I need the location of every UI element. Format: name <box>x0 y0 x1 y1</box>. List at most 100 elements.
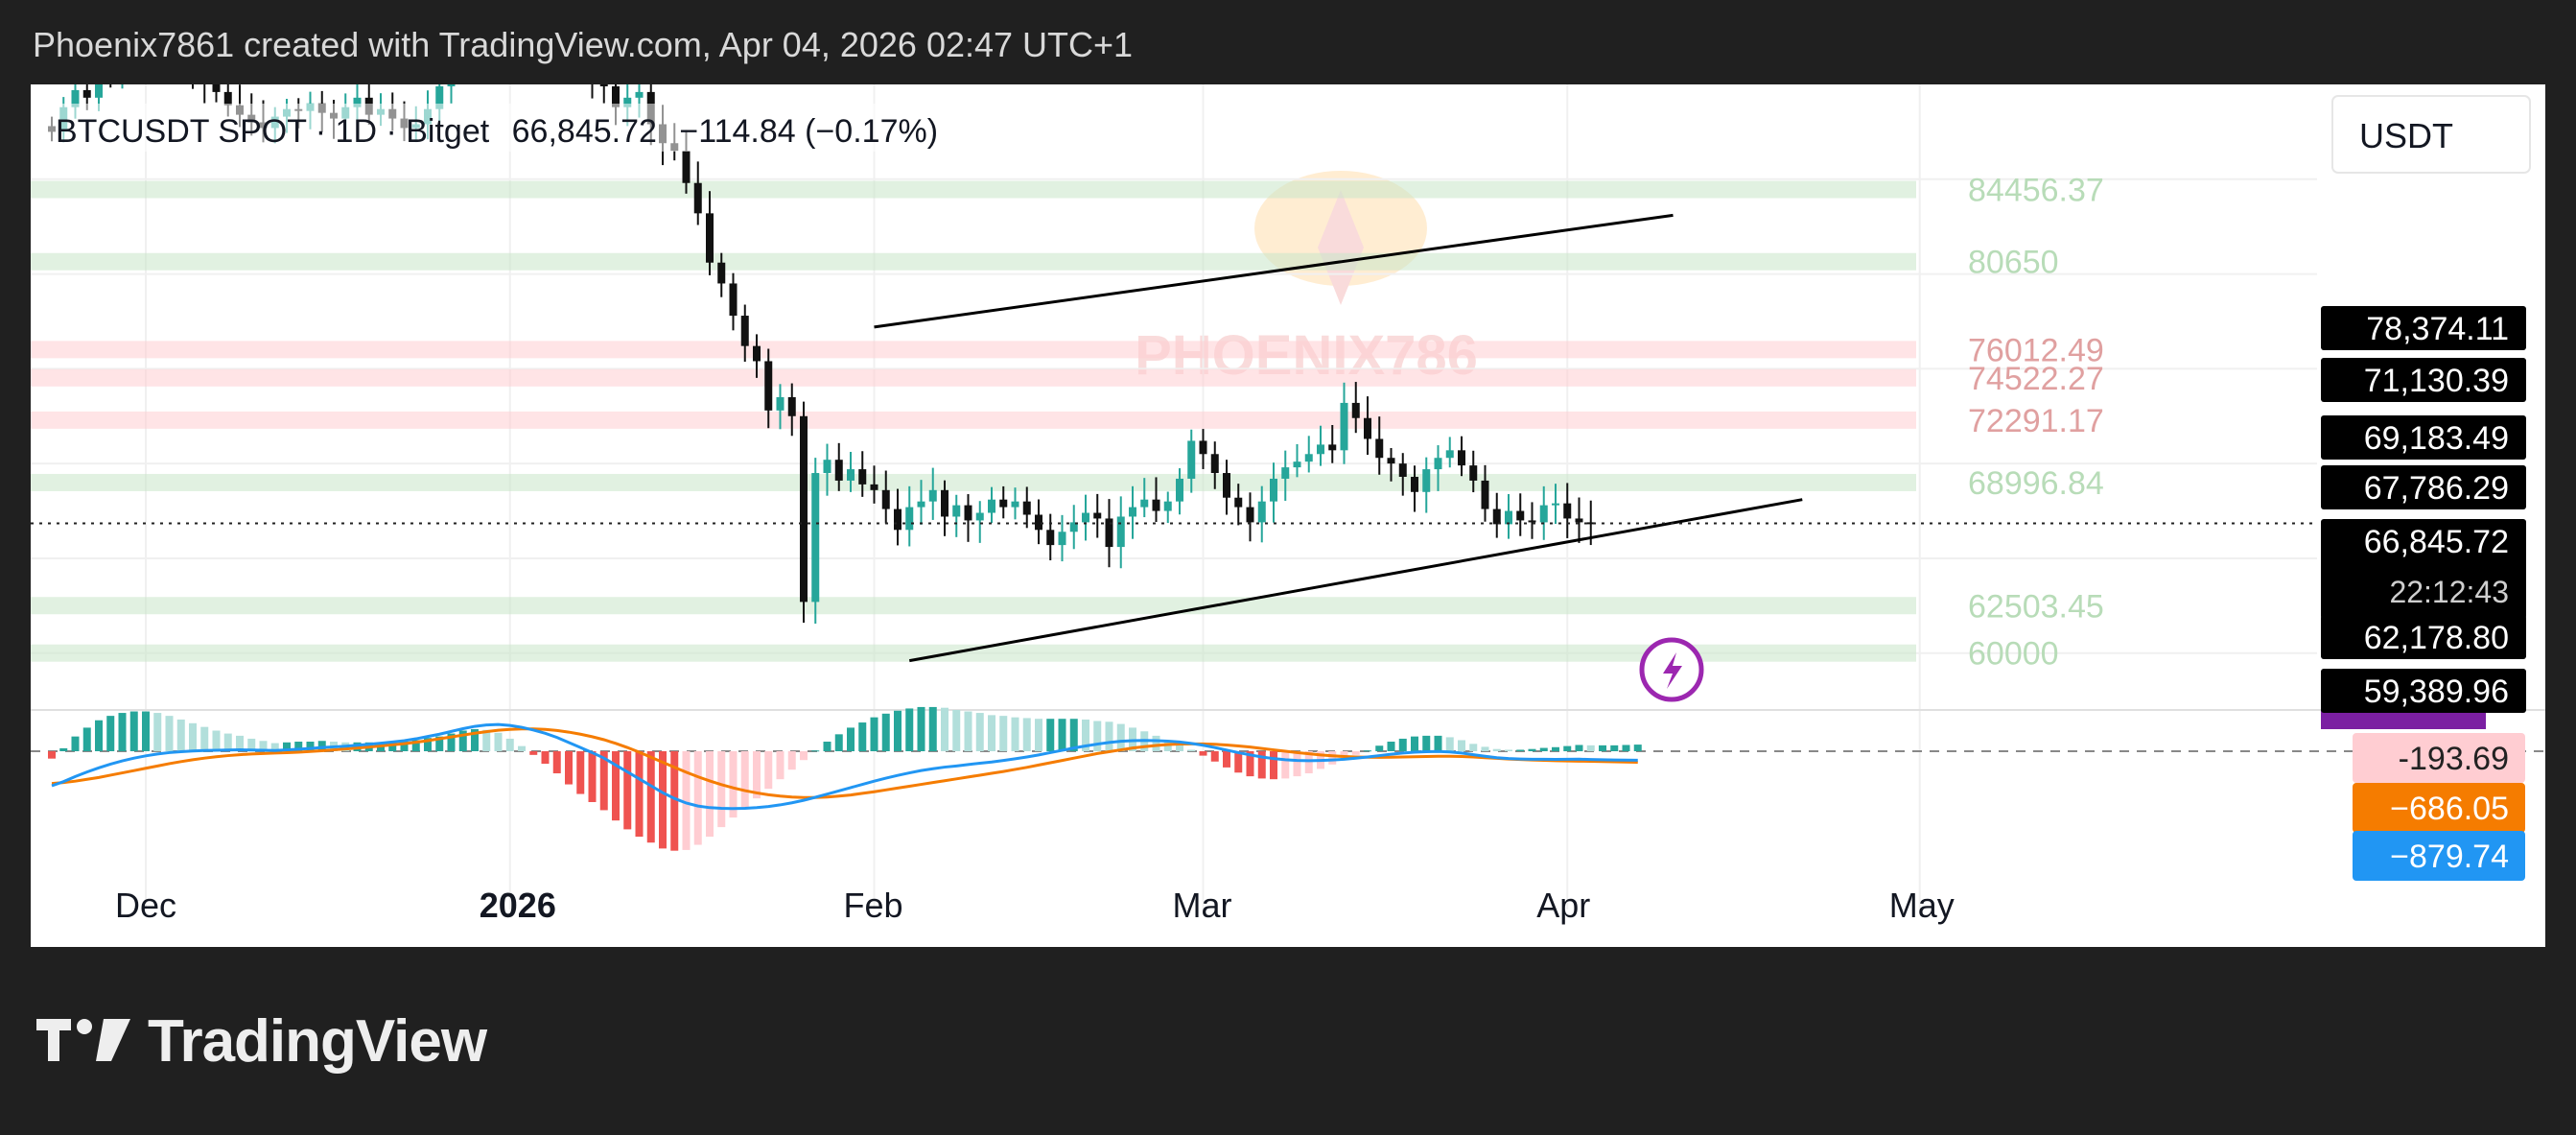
macd-histogram-bar <box>59 747 68 751</box>
candle-body <box>988 499 995 513</box>
level-label: 84456.37 <box>1968 173 2104 209</box>
candle-body <box>999 499 1008 508</box>
candle-body <box>706 213 714 263</box>
level-zone <box>31 644 1916 662</box>
macd-histogram-bar <box>270 743 279 751</box>
candle-body <box>1586 522 1595 525</box>
macd-histogram-bar <box>776 751 785 780</box>
candle-body <box>1093 512 1102 519</box>
candle-body <box>764 361 773 411</box>
level-zone <box>31 411 1916 429</box>
candle-body <box>623 97 632 107</box>
macd-histogram-bar <box>71 736 80 751</box>
time-tick-mar: Mar <box>1173 886 1232 925</box>
candle-body <box>1246 507 1254 523</box>
candle-body <box>753 345 761 362</box>
candle-body <box>1210 454 1219 474</box>
candle-body <box>881 489 890 509</box>
legend-symbol[interactable]: BTCUSDT SPOT · 1D · Bitget 66,845.72 −11… <box>56 113 938 150</box>
macd-value-tag <box>2353 733 2525 783</box>
macd-histogram-bar <box>870 717 878 751</box>
price-tag-bg <box>2321 358 2526 402</box>
macd-histogram-bar <box>518 745 526 751</box>
macd-histogram-bar <box>1152 735 1160 751</box>
price-tag-bg <box>2321 306 2526 350</box>
candle-body <box>975 512 984 521</box>
macd-histogram-bar <box>142 711 150 751</box>
macd-histogram-bar <box>106 716 115 751</box>
macd-histogram-bar <box>176 719 185 751</box>
macd-histogram-bar <box>1599 745 1606 751</box>
currency-button[interactable]: USDT <box>2331 95 2531 174</box>
chart-frame[interactable]: PHOENIX786 84456.378065076012.4974522.27… <box>31 84 2545 947</box>
macd-histogram-bar <box>1328 751 1337 765</box>
macd-histogram-bar <box>212 730 221 751</box>
price-tag-label: 69,183.49 <box>2364 420 2509 457</box>
macd-histogram-bar <box>1516 749 1525 751</box>
macd-histogram-bar <box>823 742 831 751</box>
candle-body <box>1176 478 1183 502</box>
price-axis[interactable]: 78,374.11 71,130.39 69,183.49 67,786.29 66,8… <box>2321 306 2526 713</box>
candle-body <box>1035 514 1042 531</box>
macd-histogram-bar <box>787 751 796 770</box>
macd-histogram-bar <box>1210 751 1219 762</box>
candle-body <box>928 489 937 502</box>
trend-channel[interactable] <box>874 213 1803 663</box>
candle-body <box>1281 467 1290 479</box>
macd-histogram-bar <box>941 707 948 751</box>
time-axis[interactable]: Dec 2026 Feb Mar Apr May <box>115 886 1955 925</box>
price-tag-label: 62,178.80 <box>2364 620 2509 656</box>
candle-body <box>612 85 620 107</box>
macd-line <box>51 722 1638 811</box>
macd-histogram-bar <box>1270 751 1277 780</box>
macd-histogram-bar <box>1586 745 1595 751</box>
macd-histogram-bar <box>1293 751 1301 777</box>
candle-body <box>1257 501 1266 523</box>
candle-body <box>1069 522 1078 532</box>
candle-body <box>1351 402 1360 418</box>
macd-histogram-bar <box>670 751 679 851</box>
currency-button-bg <box>2331 95 2531 174</box>
macd-histogram-bar <box>294 742 303 751</box>
candle-body <box>1105 518 1113 548</box>
macd-histogram-bar <box>659 751 667 849</box>
level-label: 72291.17 <box>1968 403 2104 439</box>
candle-body <box>1411 476 1418 492</box>
macd-histogram-bar <box>1375 745 1384 751</box>
macd-histogram-bar <box>682 751 691 850</box>
candle-body <box>823 460 831 474</box>
macd-histogram-bar <box>693 751 702 845</box>
candle-body <box>1492 508 1501 525</box>
macd-histogram-bar <box>1458 740 1465 751</box>
macd-histogram-bar <box>1069 719 1078 751</box>
macd-histogram-bar <box>1563 745 1572 751</box>
macd-histogram-bar <box>1187 749 1196 751</box>
candle-body <box>1528 520 1536 523</box>
level-label: 62503.45 <box>1968 588 2104 625</box>
candle-body <box>1340 402 1348 451</box>
macd-histogram-bar <box>1434 735 1442 751</box>
candle-body <box>223 91 232 106</box>
candle-body <box>1328 444 1337 451</box>
level-zone <box>31 597 1916 615</box>
macd-histogram-bar <box>612 751 620 821</box>
macd-value-label: -193.69 <box>2399 741 2509 777</box>
price-tag-bg <box>2321 519 2526 619</box>
candle-body <box>941 489 948 517</box>
candle-body <box>682 151 691 183</box>
macd-histogram-bar <box>118 713 127 751</box>
macd-histogram-bar <box>1528 748 1536 751</box>
macd-value-tag <box>2353 783 2525 833</box>
candle-body <box>1539 505 1548 523</box>
candle-body <box>717 262 726 284</box>
candle-body <box>1317 444 1324 455</box>
candle-body <box>1163 501 1172 511</box>
candle-body <box>952 505 961 517</box>
candle-body <box>1152 499 1160 511</box>
lightning-icon[interactable] <box>1639 637 1704 702</box>
price-tag-bg <box>2321 615 2526 659</box>
price-chart[interactable]: PHOENIX786 84456.378065076012.4974522.27… <box>31 84 2545 947</box>
candle-body <box>1434 458 1442 470</box>
tradingview-logo[interactable]: TradingView <box>36 1008 487 1075</box>
